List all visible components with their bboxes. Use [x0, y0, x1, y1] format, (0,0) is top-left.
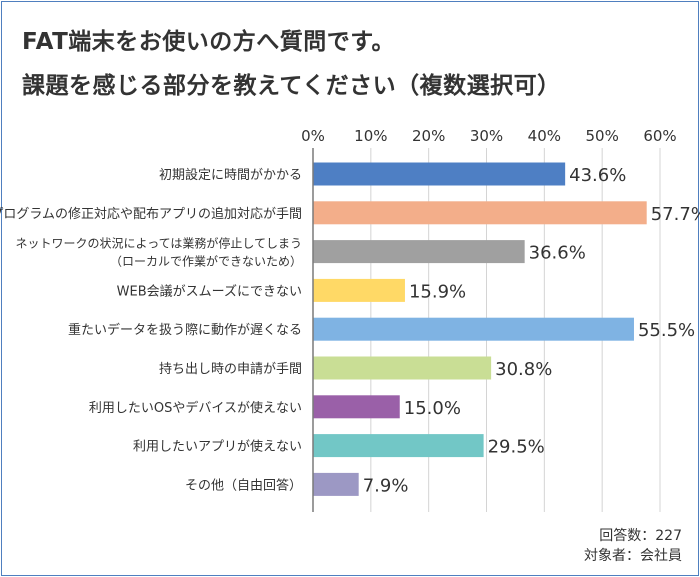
bar — [313, 356, 492, 380]
value-label: 15.9% — [409, 281, 466, 302]
x-tick-label: 40% — [528, 127, 561, 145]
category-label: 重たいデータを扱う際に動作が遅くなる — [68, 322, 302, 338]
category-label: （ローカルで作業ができないため） — [110, 254, 302, 269]
x-tick-label: 60% — [643, 127, 676, 145]
value-label: 15.0% — [404, 398, 461, 419]
bar — [313, 395, 400, 419]
value-label: 36.6% — [529, 243, 586, 264]
chart-title-line2: 課題を感じる部分を教えてください（複数選択可） — [22, 73, 561, 99]
x-tick-label: 0% — [301, 127, 325, 145]
bar — [313, 201, 647, 225]
target-audience: 対象者：会社員 — [584, 548, 682, 564]
bar — [313, 162, 566, 186]
bar — [313, 472, 359, 496]
bar — [313, 278, 405, 302]
category-label: 利用したいOSやデバイスが使えない — [89, 400, 302, 416]
category-label: WEB会議がスムーズにできない — [117, 283, 302, 299]
value-label: 55.5% — [638, 320, 695, 341]
value-label: 43.6% — [569, 165, 626, 186]
category-label: 初期設定に時間がかかる — [159, 167, 302, 183]
category-label: その他（自由回答） — [185, 477, 302, 493]
x-tick-label: 20% — [412, 127, 445, 145]
category-label: 利用したいアプリが使えない — [133, 439, 302, 455]
value-label: 7.9% — [363, 475, 409, 496]
x-tick-label: 50% — [585, 127, 618, 145]
bar — [313, 317, 634, 341]
chart-title-line1: FAT端末をお使いの方へ質問です。 — [22, 29, 395, 55]
value-label: 29.5% — [488, 437, 545, 458]
value-label: 57.7% — [651, 204, 700, 225]
category-label: 持ち出し時の申請が手間 — [159, 362, 302, 377]
category-label: プログラムの修正対応や配布アプリの追加対応が手間 — [0, 206, 302, 222]
bar — [313, 434, 484, 458]
value-label: 30.8% — [495, 359, 552, 380]
bar — [313, 240, 525, 264]
category-label: ネットワークの状況によっては業務が停止してしまう — [16, 236, 302, 251]
x-tick-label: 10% — [354, 127, 387, 145]
respondent-count: 回答数：227 — [599, 528, 682, 544]
x-tick-label: 30% — [470, 127, 503, 145]
